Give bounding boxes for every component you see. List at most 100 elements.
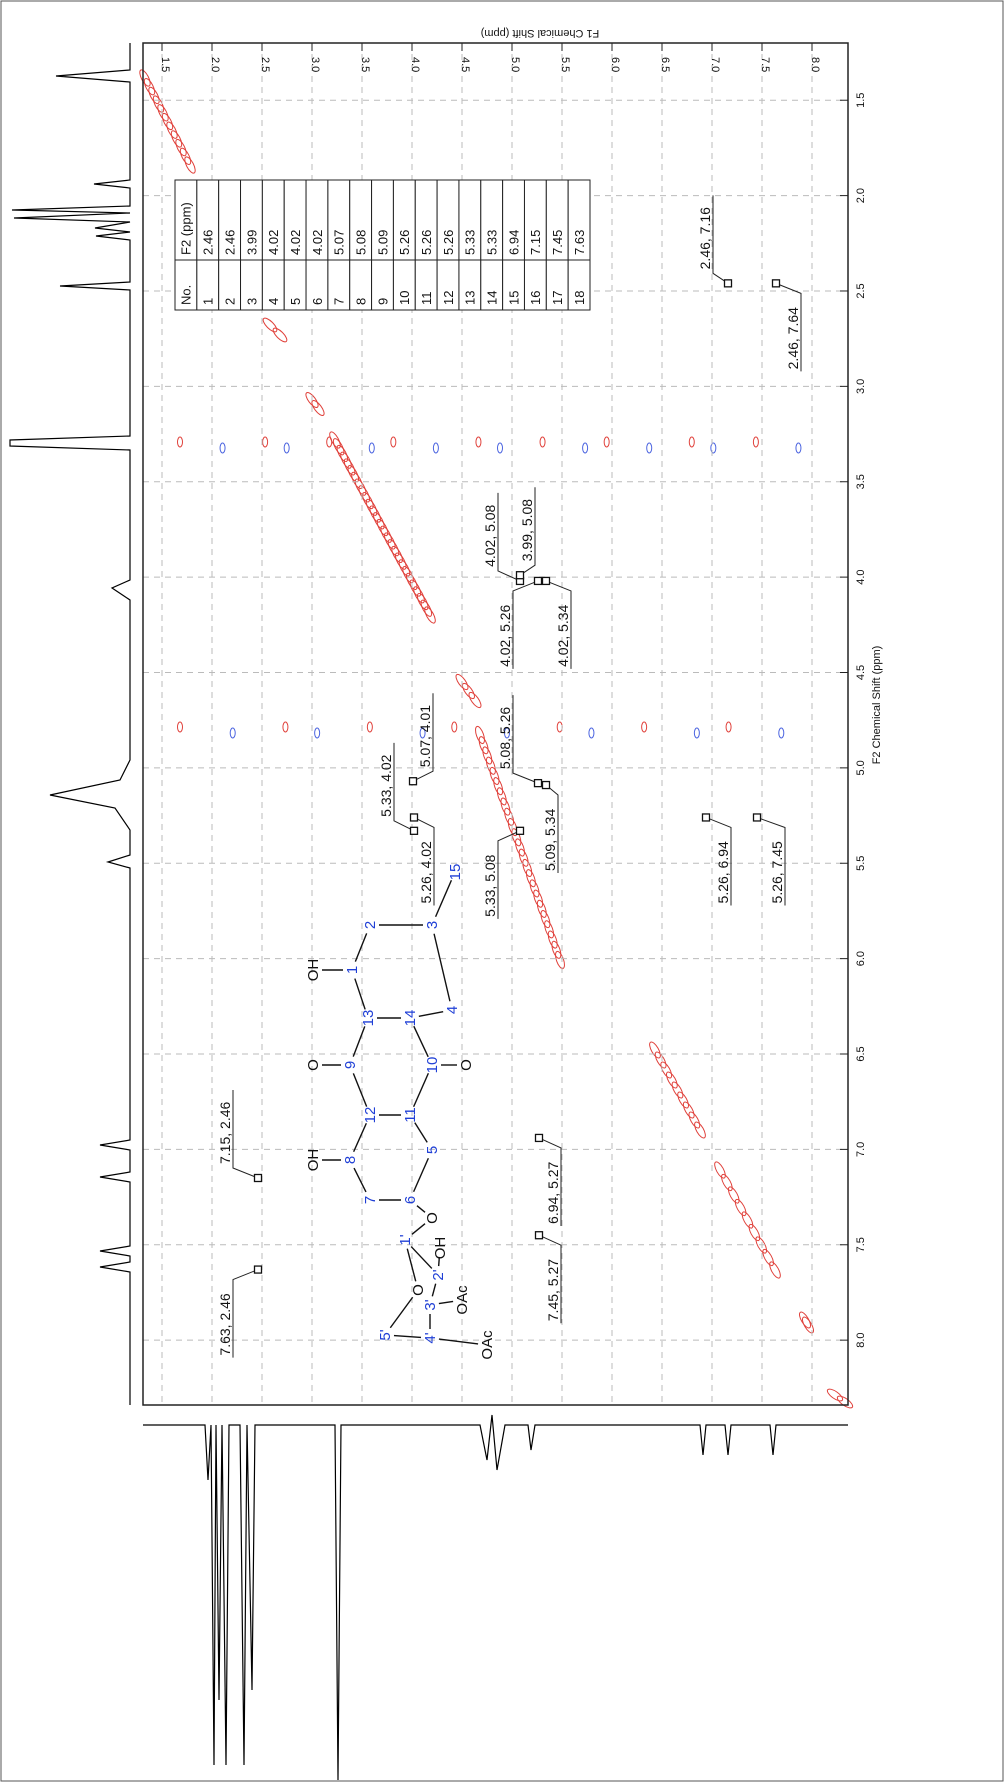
- atom-label: 3': [422, 1299, 439, 1310]
- table-value: 8: [353, 298, 368, 305]
- atom-label: 3: [424, 921, 441, 929]
- contour: [282, 721, 289, 733]
- contour: [419, 727, 426, 739]
- atom-label: 10: [424, 1057, 441, 1074]
- contour: [529, 879, 540, 898]
- bond: [418, 1010, 444, 1018]
- atom-label: 4: [444, 1006, 461, 1014]
- peak-marker: [253, 1265, 263, 1274]
- peak-label: 7.15, 2.46: [217, 1102, 233, 1164]
- bond: [352, 1026, 366, 1057]
- leader-line: [232, 1269, 259, 1358]
- contour: [376, 518, 389, 537]
- x-tick-label: 5.0: [509, 57, 521, 72]
- table-value: 2: [222, 298, 237, 305]
- table-value: 5.07: [332, 230, 347, 255]
- contour: [515, 838, 525, 857]
- y-tick-label: 4.0: [855, 569, 867, 584]
- x-tick-label: 3.0: [309, 57, 321, 72]
- contour: [475, 436, 482, 448]
- atom-label: 8: [342, 1156, 359, 1164]
- atom-label: OAc: [454, 1285, 471, 1315]
- y-tick-label: 7.5: [855, 1237, 867, 1252]
- atom-label: 7: [362, 1196, 379, 1204]
- contour: [507, 817, 518, 837]
- leader-line: [412, 693, 434, 782]
- table-cell: [567, 179, 591, 261]
- peak-label: 5.33, 4.02: [378, 754, 394, 816]
- contour: [522, 858, 533, 878]
- contour: [387, 539, 400, 557]
- y-tick-label: 3.0: [855, 379, 867, 394]
- x-tick-label: 2.0: [209, 57, 221, 72]
- contour: [229, 727, 236, 739]
- contour: [646, 442, 653, 454]
- contour: [721, 1173, 733, 1192]
- leader-line: [712, 195, 729, 284]
- atom-label: 14: [402, 1010, 419, 1027]
- bond: [414, 1122, 428, 1143]
- leader-line: [232, 1090, 259, 1179]
- table-value: 14: [485, 291, 500, 305]
- peak-marker: [771, 279, 781, 288]
- bond: [393, 1334, 422, 1339]
- contour: [485, 756, 496, 775]
- plot-frame: [142, 42, 849, 1406]
- contour: [336, 444, 349, 463]
- contour: [547, 930, 558, 949]
- contour: [354, 478, 367, 496]
- y-tick-label: 6.5: [855, 1046, 867, 1061]
- contour: [451, 721, 458, 733]
- contour: [497, 442, 503, 454]
- x-tick-label: 3.5: [359, 57, 371, 72]
- table-value: 5.08: [353, 230, 368, 255]
- contour: [489, 766, 500, 785]
- bond: [389, 1296, 414, 1329]
- contour: [283, 442, 290, 454]
- y-tick-label: 2.0: [855, 188, 867, 203]
- table-value: 7.45: [550, 230, 565, 255]
- x-tick-label: 6.0: [609, 57, 621, 72]
- peak-marker: [541, 576, 551, 586]
- table-value: 5: [288, 298, 303, 305]
- contour: [424, 606, 436, 624]
- bond: [353, 1122, 367, 1153]
- table-value: 5.33: [463, 230, 478, 255]
- contour: [398, 559, 411, 577]
- x-tick-label: 4.5: [459, 57, 471, 72]
- contour: [525, 869, 536, 888]
- bond: [412, 1072, 430, 1108]
- f2-projection: [9, 43, 131, 1405]
- table-value: 7.63: [572, 230, 587, 255]
- y-tick-label: 5.0: [855, 760, 867, 775]
- contour: [778, 727, 785, 739]
- contour: [504, 727, 510, 739]
- atom-label: 11: [402, 1107, 419, 1123]
- contour: [511, 828, 522, 847]
- leader-line: [775, 282, 802, 372]
- table-value: 5.09: [375, 230, 390, 255]
- bond: [410, 1246, 433, 1269]
- atom-label: 5': [377, 1329, 394, 1340]
- contour: [677, 1091, 689, 1109]
- contour: [551, 940, 562, 959]
- x-tick-label: 8.0: [809, 57, 821, 72]
- peak-label: 6.94, 5.27: [545, 1161, 561, 1223]
- contour: [478, 736, 489, 755]
- table-value: 2.46: [201, 230, 216, 255]
- leader-line: [545, 580, 572, 669]
- leader-line: [756, 816, 786, 906]
- table-value: 3.99: [244, 230, 259, 255]
- contour: [391, 545, 403, 564]
- table-value: 5.26: [441, 230, 456, 255]
- leader-line: [512, 580, 539, 669]
- contour: [394, 552, 407, 570]
- peak-label: 3.99, 5.08: [519, 499, 535, 561]
- table-value: 18: [572, 291, 587, 305]
- contour: [380, 525, 392, 543]
- contour: [416, 592, 429, 611]
- y-axis-title: F2 Chemical Shift (ppm): [871, 646, 883, 765]
- leader-line: [497, 830, 521, 919]
- contour: [462, 682, 475, 700]
